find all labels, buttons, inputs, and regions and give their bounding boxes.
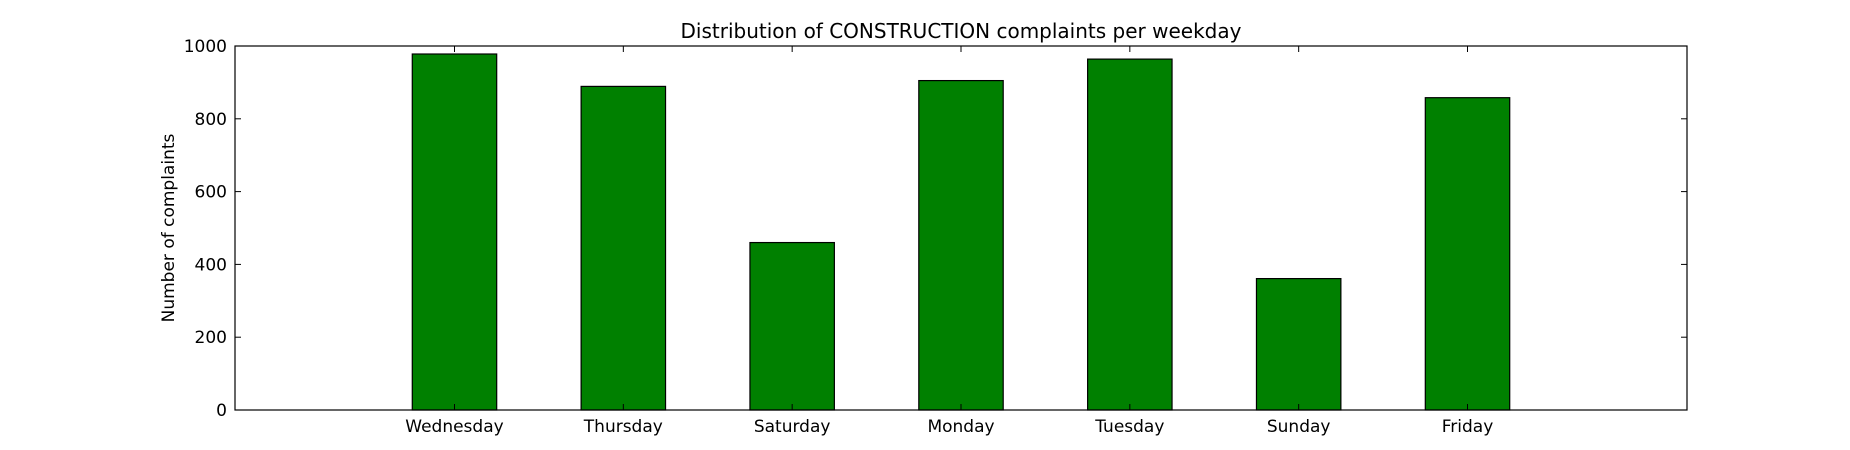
bar-friday [1424, 97, 1511, 411]
x-tick-label: Wednesday [405, 417, 503, 437]
y-tick-label: 800 [195, 110, 227, 130]
y-tick-label: 600 [195, 183, 227, 203]
y-tick-label: 1000 [184, 37, 227, 57]
chart-title: Distribution of CONSTRUCTION complaints … [681, 19, 1242, 43]
bar-thursday [580, 85, 667, 411]
bar-tuesday [1087, 58, 1173, 411]
bar-wednesday [411, 53, 498, 411]
x-tick-label: Friday [1442, 417, 1494, 437]
y-tick-label: 200 [195, 328, 227, 348]
y-tick-label: 400 [195, 255, 227, 275]
x-tick-label: Thursday [583, 417, 663, 437]
y-axis-label: Number of complaints [159, 133, 179, 322]
x-tick-label: Tuesday [1094, 417, 1164, 437]
x-tick-label: Sunday [1267, 417, 1331, 437]
bar-monday [918, 79, 1004, 411]
bar-sunday [1255, 277, 1342, 411]
y-tick-label: 0 [216, 401, 227, 421]
x-tick-label: Saturday [754, 417, 831, 437]
bar-saturday [749, 241, 835, 411]
plot-area: 0 200 400 600 800 1000 Wednesday Thursday Saturd… [184, 37, 1688, 437]
x-tick-label: Monday [927, 417, 994, 437]
